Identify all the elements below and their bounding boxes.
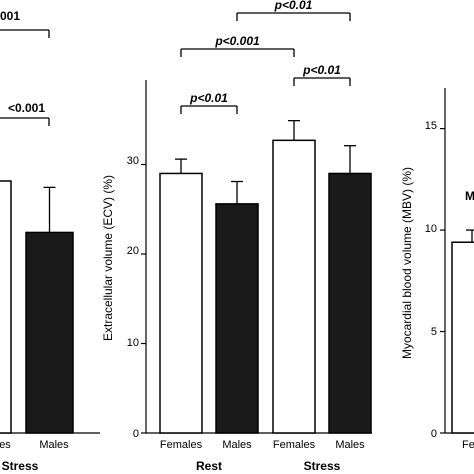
right-ytick-label-0: 0 <box>431 428 437 440</box>
center-ytick-label-0: 0 <box>133 428 139 440</box>
center-category-label-stress-females: Females <box>273 439 316 451</box>
right-panel: 0 5 10 15 Myocardial blood volume (MBV) … <box>400 88 474 451</box>
center-significance-brackets: p<0.01 p<0.01 p<0.001 p<0.01 <box>180 0 351 114</box>
left-panel: 001 <0.001 es Males Stress <box>0 9 100 473</box>
center-bar-rest-males <box>215 203 259 434</box>
left-bar-males <box>25 231 74 434</box>
right-ytick-label-5: 5 <box>431 326 437 338</box>
center-bar-rest-females <box>159 172 203 434</box>
left-category-label-males: Males <box>39 439 69 451</box>
center-bracket-females-label: p<0.001 <box>214 34 260 48</box>
center-bar-stress-females <box>272 139 316 434</box>
left-bracket-top-label: 001 <box>0 9 20 23</box>
center-panel: 0 10 20 30 Extracellular volume (ECV) (%… <box>101 0 372 473</box>
center-ytick-label-10: 10 <box>127 337 139 349</box>
center-y-axis-label: Extracellular volume (ECV) (%) <box>101 175 115 341</box>
center-group-label-stress: Stress <box>304 459 341 473</box>
center-category-label-stress-males: Males <box>335 439 365 451</box>
left-category-label-females: es <box>0 439 11 451</box>
right-category-label-females: Fema <box>462 439 474 451</box>
center-category-label-rest-males: Males <box>222 439 252 451</box>
left-significance-brackets: 001 <0.001 <box>0 9 50 126</box>
right-significance-label: M <box>465 189 474 203</box>
right-y-axis-label: Myocardial blood volume (MBV) (%) <box>400 167 414 359</box>
center-ytick-label-20: 20 <box>127 245 139 257</box>
center-bracket-stress-label: p<0.01 <box>302 63 341 77</box>
center-y-ticks <box>141 163 146 434</box>
right-error-bars <box>466 229 474 243</box>
left-error-bar-males <box>43 186 56 233</box>
right-y-ticks <box>440 127 445 434</box>
center-bracket-males-label: p<0.01 <box>274 0 313 12</box>
center-error-bars <box>175 119 356 204</box>
right-bar-females <box>451 241 474 434</box>
center-bar-stress-males <box>328 172 372 434</box>
center-bracket-rest-label: p<0.01 <box>189 91 228 105</box>
center-group-label-rest: Rest <box>196 459 222 473</box>
left-group-label-stress: Stress <box>2 459 39 473</box>
right-ytick-label-10: 10 <box>425 223 437 235</box>
left-bracket-lower-label: <0.001 <box>8 101 45 115</box>
center-category-label-rest-females: Females <box>160 439 203 451</box>
right-ytick-label-15: 15 <box>425 120 437 132</box>
center-ytick-label-30: 30 <box>127 155 139 167</box>
left-bar-females <box>0 180 12 434</box>
